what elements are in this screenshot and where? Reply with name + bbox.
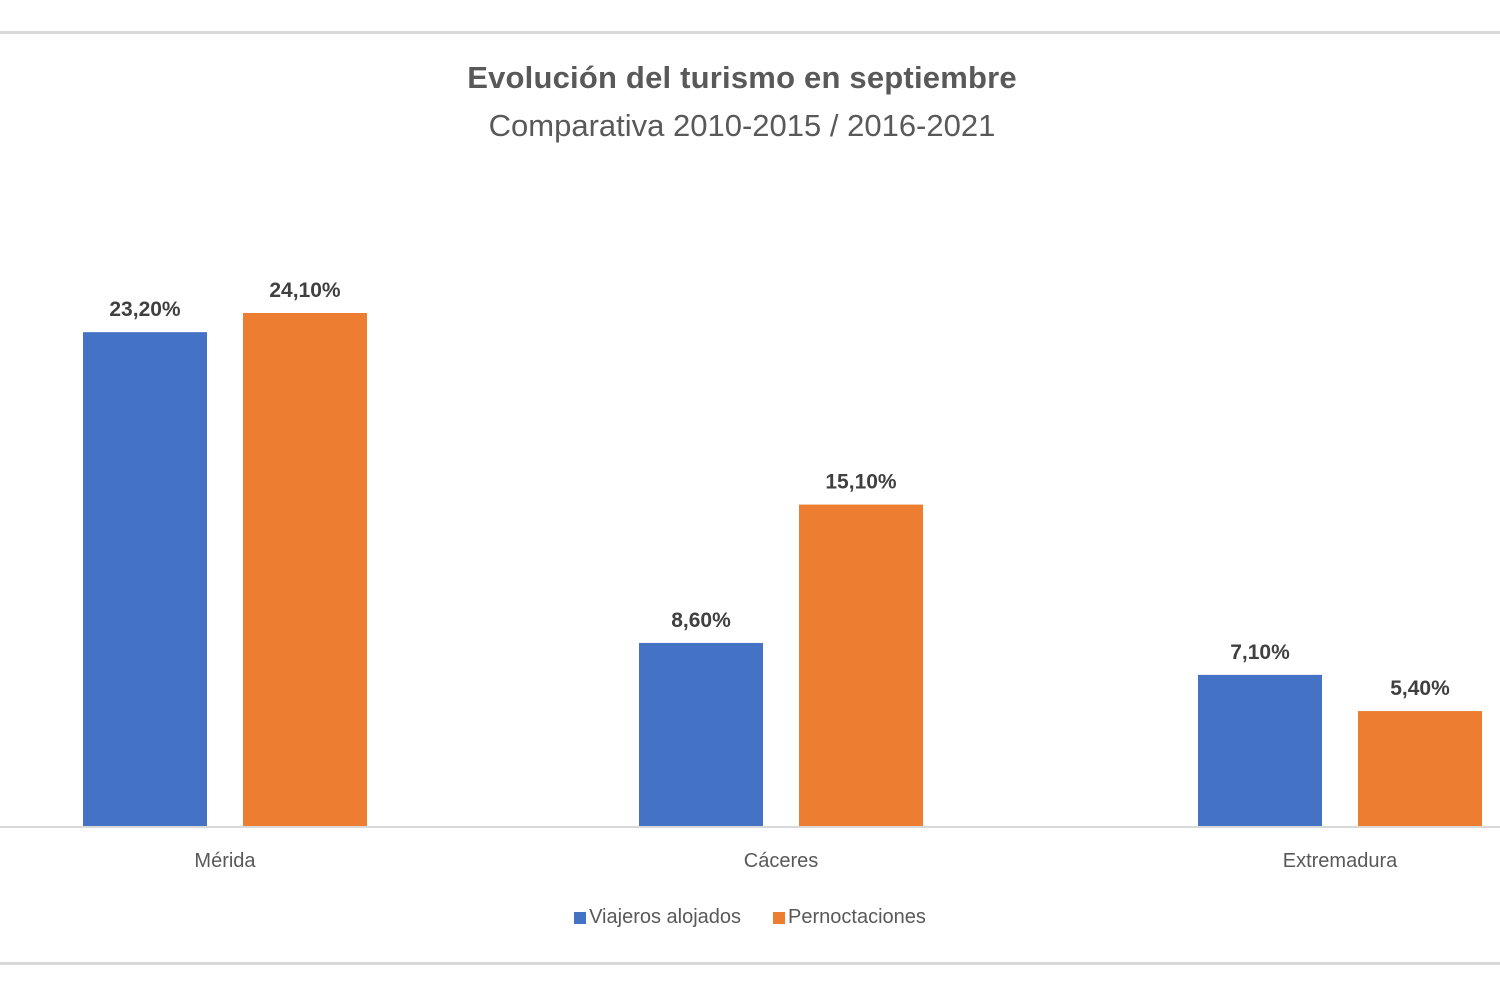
chart-legend: Viajeros alojados Pernoctaciones: [0, 906, 1500, 929]
data-label-extremadura-pernoctaciones: 5,40%: [1390, 677, 1450, 700]
legend-swatch-pernoctaciones: [773, 911, 786, 924]
bar-caceres-viajeros-alojados: [639, 642, 763, 826]
category-label-extremadura: Extremadura: [1283, 850, 1398, 872]
data-label-caceres-pernoctaciones: 15,10%: [825, 471, 897, 494]
bar-caceres-pernoctaciones: [799, 504, 923, 826]
legend-swatch-viajeros: [574, 911, 587, 924]
bar-merida-pernoctaciones: [243, 313, 367, 826]
chart-subtitle: Comparativa 2010-2015 / 2016-2021: [488, 108, 996, 143]
bar-extremadura-pernoctaciones: [1358, 711, 1482, 826]
category-label-caceres: Cáceres: [744, 850, 818, 872]
bottom-border-line: [0, 962, 1500, 965]
chart-title: Evolución del turismo en septiembre: [467, 60, 1017, 95]
top-border-line: [0, 31, 1500, 34]
data-label-merida-pernoctaciones: 24,10%: [269, 279, 341, 302]
legend-label-viajeros: Viajeros alojados: [589, 906, 742, 928]
category-label-merida: Mérida: [194, 850, 256, 872]
legend-label-pernoctaciones: Pernoctaciones: [788, 906, 926, 928]
data-label-merida-viajeros-alojados: 23,20%: [109, 298, 181, 321]
data-label-extremadura-viajeros-alojados: 7,10%: [1230, 641, 1290, 664]
legend-item-pernoctaciones: Pernoctaciones: [773, 906, 926, 929]
legend-item-viajeros: Viajeros alojados: [574, 906, 741, 929]
data-label-caceres-viajeros-alojados: 8,60%: [671, 609, 731, 632]
bar-merida-viajeros-alojados: [83, 332, 207, 826]
bar-extremadura-viajeros-alojados: [1198, 674, 1322, 826]
